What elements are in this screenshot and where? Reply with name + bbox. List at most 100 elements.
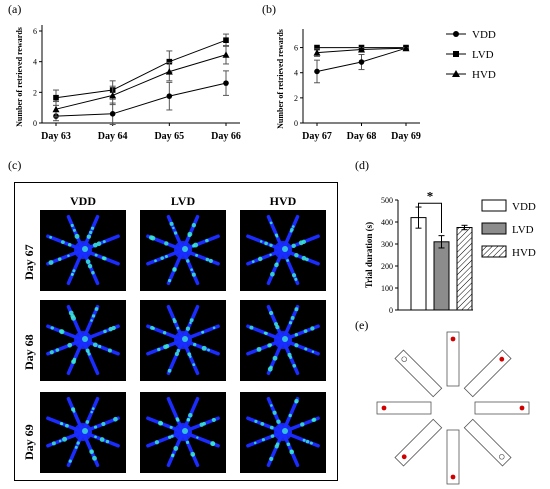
series-line-vdd bbox=[55, 82, 227, 117]
hotspot bbox=[90, 226, 95, 230]
x-tick-label: Day 66 bbox=[211, 131, 241, 142]
hotspot bbox=[102, 240, 106, 244]
hotspot bbox=[160, 256, 164, 260]
hotspot bbox=[157, 420, 163, 426]
hotspot bbox=[282, 428, 288, 434]
hotspot bbox=[282, 246, 288, 252]
hotspot bbox=[91, 270, 95, 275]
x-tick-label: Day 63 bbox=[41, 131, 71, 142]
y-tick-label: 2 bbox=[33, 88, 37, 97]
maze-arm-outline bbox=[394, 349, 443, 398]
hotspot bbox=[310, 326, 315, 331]
panel-label-a: (a) bbox=[8, 2, 22, 16]
hotspot bbox=[298, 240, 304, 246]
y-tick-label: 500 bbox=[381, 196, 393, 205]
hotspot bbox=[70, 314, 75, 319]
hotspot bbox=[294, 400, 298, 404]
bar-hvd bbox=[456, 227, 473, 311]
maze-arm-4 bbox=[463, 418, 512, 467]
maze-arm-3 bbox=[474, 401, 530, 415]
hotspot bbox=[107, 348, 112, 353]
hotspot bbox=[294, 253, 299, 258]
hotspot bbox=[287, 352, 292, 357]
legend-ab-hvd: HVD bbox=[446, 69, 496, 81]
hotspot bbox=[201, 345, 207, 351]
bar-lvd bbox=[433, 241, 450, 311]
hotspot bbox=[90, 450, 93, 453]
hotspot bbox=[211, 417, 216, 422]
reward-dot bbox=[450, 336, 456, 342]
hotspot bbox=[90, 319, 93, 322]
hotspot bbox=[270, 434, 275, 438]
hotspot bbox=[196, 436, 199, 439]
hotspot bbox=[85, 348, 90, 353]
hotspot bbox=[92, 342, 98, 348]
hotspot bbox=[167, 368, 172, 373]
x-tick-label: Day 69 bbox=[391, 131, 421, 142]
legend-d-vdd-label: VDD bbox=[512, 201, 536, 213]
reward-dot bbox=[381, 405, 387, 411]
y-tick-label: 6 bbox=[294, 44, 298, 53]
hotspot bbox=[58, 439, 62, 443]
heatmap-row-day69: Day 69 bbox=[22, 424, 36, 460]
hotspot bbox=[260, 421, 265, 426]
hotspot bbox=[74, 445, 78, 449]
hotspot bbox=[274, 322, 278, 327]
x-tick-label: Day 68 bbox=[347, 131, 377, 142]
legend-ab-lvd-label: LVD bbox=[472, 49, 494, 61]
hotspot bbox=[90, 410, 93, 414]
heatmap-col-hvd: HVD bbox=[269, 194, 297, 208]
hotspot bbox=[292, 363, 297, 368]
point-lvd bbox=[314, 44, 320, 51]
hotspot bbox=[94, 435, 97, 439]
heatmap-col-vdd: VDD bbox=[70, 194, 96, 208]
hotspot bbox=[294, 307, 299, 312]
hotspot bbox=[72, 228, 76, 232]
hotspot bbox=[172, 319, 177, 324]
hotspot bbox=[57, 257, 62, 261]
legend-d-lvd-label: LVD bbox=[512, 224, 534, 236]
hotspot bbox=[94, 253, 98, 257]
hotspot bbox=[101, 421, 106, 427]
hotspot bbox=[167, 279, 172, 283]
hotspot bbox=[304, 347, 308, 351]
hotspot bbox=[254, 419, 258, 423]
hotspot bbox=[201, 331, 204, 334]
point-hvd bbox=[52, 105, 60, 113]
reward-dot bbox=[450, 474, 456, 480]
hotspot bbox=[195, 253, 199, 257]
series-line-lvd bbox=[55, 39, 227, 99]
hotspot bbox=[251, 260, 255, 264]
hotspot bbox=[85, 259, 91, 265]
hotspot bbox=[70, 273, 74, 276]
chart-a: 0 2 4 6 Day 63 Day 64 Day 65 Day 66 Number of re… bbox=[15, 25, 241, 142]
hotspot bbox=[193, 242, 199, 248]
hotspot bbox=[103, 329, 107, 334]
y-tick-label: 4 bbox=[33, 58, 37, 67]
point-hvd bbox=[165, 68, 173, 75]
hotspot bbox=[272, 355, 278, 361]
y-tick-label: 200 bbox=[381, 262, 393, 271]
legend-d: VDD LVD HVD bbox=[481, 199, 536, 259]
maze-arm-1 bbox=[446, 331, 460, 387]
hotspot bbox=[94, 307, 99, 311]
hotspot bbox=[311, 350, 315, 353]
hotspot bbox=[291, 225, 295, 228]
hotspot bbox=[300, 422, 305, 427]
y-tick-label: 4 bbox=[294, 69, 298, 78]
hotspot bbox=[189, 321, 192, 325]
heatmap-day67-vdd bbox=[40, 210, 126, 291]
hotspot bbox=[264, 241, 268, 246]
hotspot bbox=[97, 344, 102, 349]
hotspot bbox=[249, 325, 254, 330]
hotspot bbox=[208, 258, 213, 263]
point-vdd bbox=[223, 80, 229, 86]
hotspot bbox=[175, 417, 179, 421]
hotspot bbox=[309, 441, 313, 445]
hotspot bbox=[111, 325, 116, 331]
hotspot bbox=[87, 352, 91, 356]
hotspot bbox=[173, 231, 178, 235]
hotspot bbox=[163, 344, 168, 350]
y-axis-label: Number of retrieved rewards bbox=[276, 29, 285, 129]
heatmap-panel bbox=[14, 182, 338, 481]
